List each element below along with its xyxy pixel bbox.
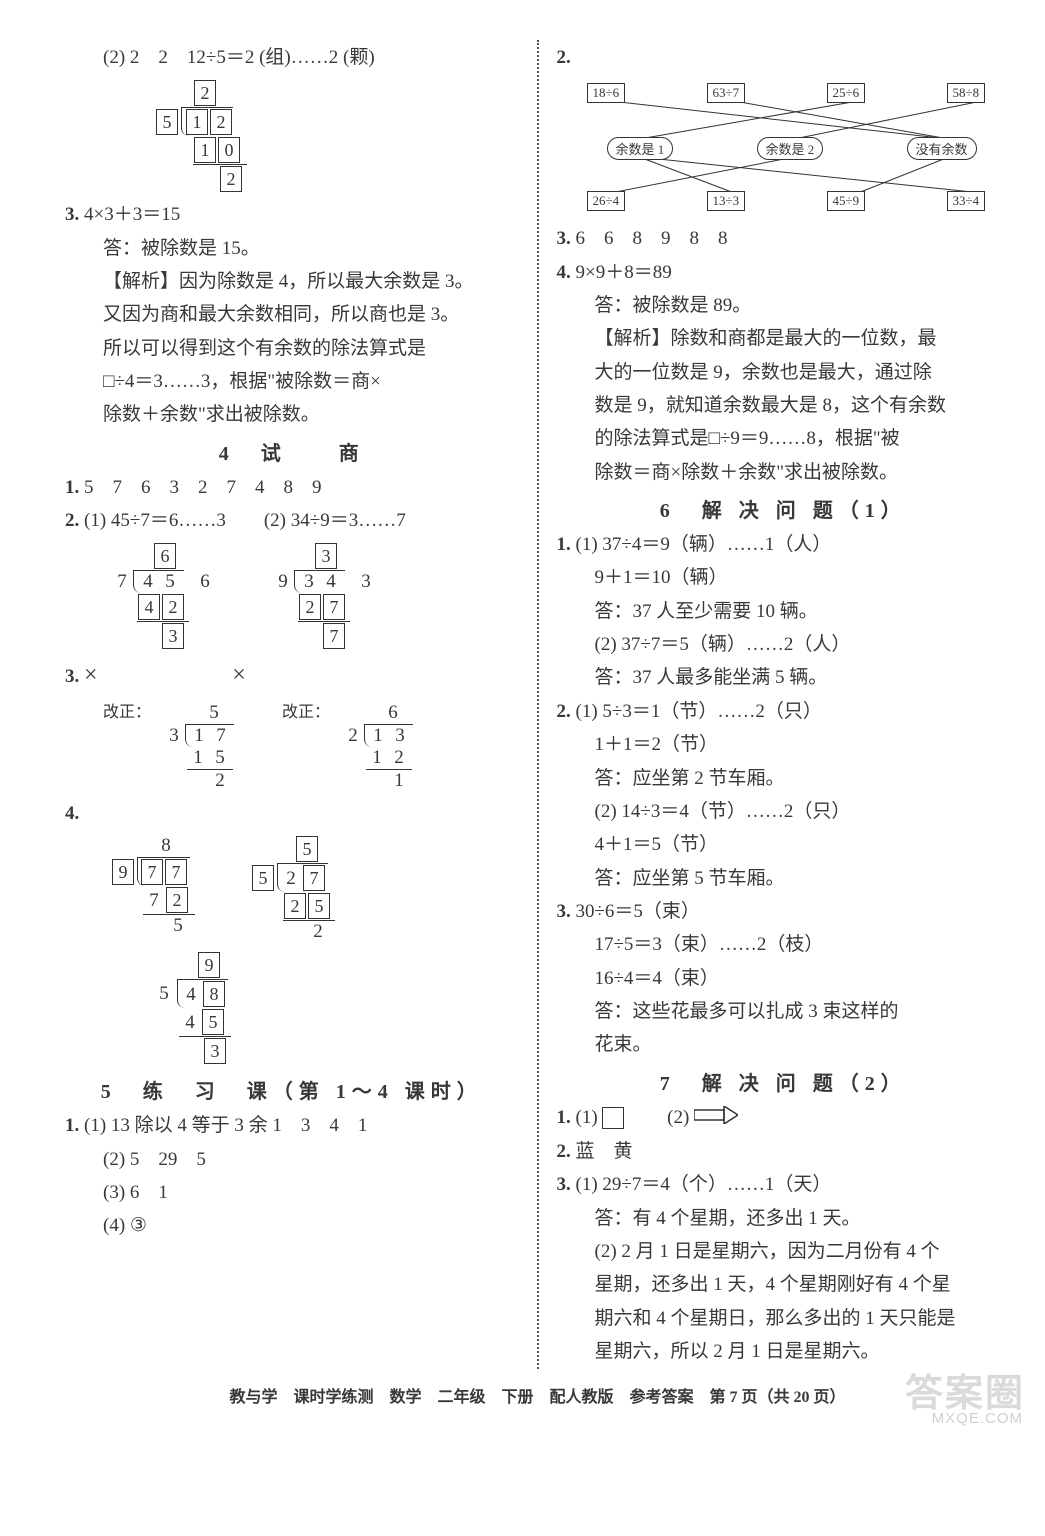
long-division: 3 9 34 3 27 7 bbox=[272, 542, 377, 650]
long-division: 2 5 12 10 2 bbox=[155, 79, 247, 193]
text: 答：这些花最多可以扎成 3 束这样的 bbox=[557, 996, 1011, 1027]
long-division: 9 548 45 3 bbox=[115, 951, 231, 1065]
arrow-shape-icon bbox=[694, 1103, 738, 1134]
text: 大的一位数是 9，余数也是最大，通过除 bbox=[557, 357, 1011, 388]
correction-pair: 改正： 5 317 15 2 改正： 6 213 12 1 bbox=[65, 698, 519, 796]
page: (2) 2 2 12÷5＝2 (组)……2 (颗) 2 5 12 10 2 3.… bbox=[0, 0, 1045, 1427]
text: 16÷4＝4（束） bbox=[557, 963, 1011, 994]
text: 4＋1＝5（节） bbox=[557, 829, 1011, 860]
item-1: 1. (1) 13 除以 4 等于 3 余 1 3 4 1 bbox=[65, 1110, 519, 1141]
item-3: 3. 30÷6＝5（束） bbox=[557, 896, 1011, 927]
section-7-title: 7 解 决 问 题（2） bbox=[557, 1067, 1011, 1096]
text: 【解析】因为除数是 4，所以最大余数是 3。 bbox=[65, 266, 519, 297]
text: (4) ③ bbox=[65, 1210, 519, 1241]
text: 【解析】除数和商都是最大的一位数，最 bbox=[557, 323, 1011, 354]
two-column-layout: (2) 2 2 12÷5＝2 (组)……2 (颗) 2 5 12 10 2 3.… bbox=[65, 40, 1010, 1369]
section-5-title: 5 练 习 课（第 1～4 课时） bbox=[65, 1075, 519, 1104]
text: 9＋1＝10（辆） bbox=[557, 562, 1011, 593]
text: 所以可以得到这个有余数的除法算式是 bbox=[65, 333, 519, 364]
item-3: 3. 6 6 8 9 8 8 bbox=[557, 223, 1011, 254]
text: 答：37 人最多能坐满 5 辆。 bbox=[557, 662, 1011, 693]
correction: 改正： 5 317 15 2 bbox=[103, 698, 242, 796]
item-3: 3. × × bbox=[65, 656, 519, 696]
correction: 改正： 6 213 12 1 bbox=[282, 698, 421, 796]
text: (2) 2 月 1 日是星期六，因为二月份有 4 个 bbox=[557, 1236, 1011, 1267]
item-1: 1. (1) (2) bbox=[557, 1102, 1011, 1134]
text: 答：被除数是 15。 bbox=[65, 233, 519, 264]
text: 除数＝商×除数＋余数"求出被除数。 bbox=[557, 457, 1011, 488]
long-div-pair: 8 977 72 5 5 527 25 2 bbox=[65, 831, 519, 947]
square-shape-icon bbox=[602, 1107, 624, 1129]
text: 花束。 bbox=[557, 1029, 1011, 1060]
item-1: 1. 5 7 6 3 2 7 4 8 9 bbox=[65, 472, 519, 503]
section-6-title: 6 解 决 问 题（1） bbox=[557, 494, 1011, 523]
text: 17÷5＝3（束）……2（枝） bbox=[557, 929, 1011, 960]
text: (2) 37÷7＝5（辆）……2（人） bbox=[557, 629, 1011, 660]
text: (2) 2 2 12÷5＝2 (组)……2 (颗) bbox=[65, 42, 519, 73]
text: (2) 14÷3＝4（节）……2（只） bbox=[557, 796, 1011, 827]
text: 又因为商和最大余数相同，所以商也是 3。 bbox=[65, 299, 519, 330]
text: 答：有 4 个星期，还多出 1 天。 bbox=[557, 1203, 1011, 1234]
section-4-title: 4 试 商 bbox=[65, 437, 519, 466]
text: 1＋1＝2（节） bbox=[557, 729, 1011, 760]
item-2: 2. 蓝 黄 bbox=[557, 1136, 1011, 1167]
text: □÷4＝3……3，根据"被除数＝商× bbox=[65, 366, 519, 397]
matching-diagram: 18÷663÷725÷658÷8余数是 1余数是 2没有余数26÷413÷345… bbox=[557, 77, 1011, 217]
text: (3) 6 1 bbox=[65, 1177, 519, 1208]
text: 的除法算式是□÷9＝9……8，根据"被 bbox=[557, 423, 1011, 454]
text: 期六和 4 个星期日，那么多出的 1 天只能是 bbox=[557, 1303, 1011, 1334]
text: (2) 5 29 5 bbox=[65, 1144, 519, 1175]
text: 答：应坐第 5 节车厢。 bbox=[557, 863, 1011, 894]
text: 答：37 人至少需要 10 辆。 bbox=[557, 596, 1011, 627]
text: 数是 9，就知道余数最大是 8，这个有余数 bbox=[557, 390, 1011, 421]
text: 除数＋余数"求出被除数。 bbox=[65, 399, 519, 430]
text: 答：应坐第 2 节车厢。 bbox=[557, 763, 1011, 794]
item-3: 3. 4×3＋3＝15 bbox=[65, 199, 519, 230]
long-division: 8 977 72 5 bbox=[111, 835, 195, 943]
item-2: 2. bbox=[557, 42, 1011, 73]
long-div-pair: 6 7 45 6 42 3 3 9 34 3 27 7 bbox=[65, 538, 519, 654]
watermark-sub: MXQE.COM bbox=[932, 1410, 1023, 1427]
left-column: (2) 2 2 12÷5＝2 (组)……2 (颗) 2 5 12 10 2 3.… bbox=[65, 40, 537, 1369]
watermark: 答案圈 bbox=[905, 1362, 1025, 1417]
item-4: 4. bbox=[65, 798, 519, 829]
page-footer: 教与学 课时学练测 数学 二年级 下册 配人教版 参考答案 第 7 页（共 20… bbox=[65, 1383, 1010, 1407]
long-division: 6 7 45 6 42 3 bbox=[111, 542, 216, 650]
item-4: 4. 9×9＋8＝89 bbox=[557, 257, 1011, 288]
text: 星期，还多出 1 天，4 个星期刚好有 4 个星 bbox=[557, 1269, 1011, 1300]
item-3: 3. (1) 29÷7＝4（个）……1（天） bbox=[557, 1169, 1011, 1200]
item-2: 2. (1) 45÷7＝6……3 (2) 34÷9＝3……7 bbox=[65, 505, 519, 536]
long-division: 5 527 25 2 bbox=[251, 835, 335, 943]
item-1: 1. (1) 37÷4＝9（辆）……1（人） bbox=[557, 529, 1011, 560]
item-2: 2. (1) 5÷3＝1（节）……2（只） bbox=[557, 696, 1011, 727]
text: 答：被除数是 89。 bbox=[557, 290, 1011, 321]
right-column: 2. 18÷663÷725÷658÷8余数是 1余数是 2没有余数26÷413÷… bbox=[537, 40, 1011, 1369]
